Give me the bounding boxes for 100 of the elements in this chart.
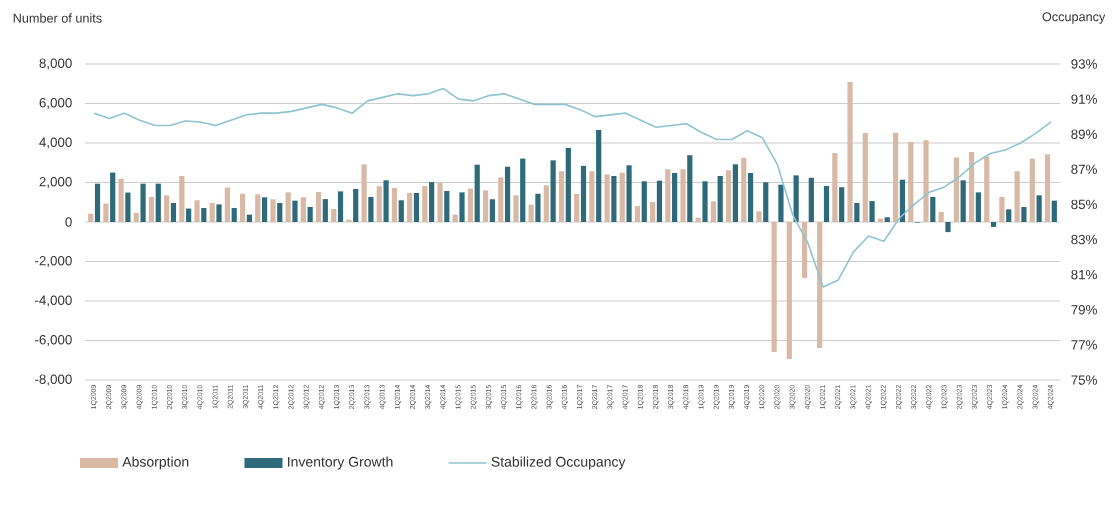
bar — [938, 211, 944, 222]
bar — [565, 147, 571, 222]
bar — [489, 199, 495, 222]
bar — [261, 197, 268, 222]
bar — [482, 190, 489, 222]
bar — [422, 186, 428, 222]
bar — [589, 171, 595, 222]
bar — [778, 184, 784, 222]
bar — [596, 129, 602, 222]
bar — [292, 200, 298, 222]
bar — [1014, 171, 1020, 222]
bar — [999, 196, 1005, 222]
legend-label: Absorption — [122, 456, 189, 470]
bar — [884, 217, 890, 222]
bar — [793, 175, 799, 222]
bar — [626, 165, 632, 222]
bar — [353, 189, 359, 222]
bar — [975, 192, 981, 222]
bar — [246, 214, 252, 222]
bar — [535, 193, 541, 222]
bar — [558, 171, 565, 222]
bar — [331, 208, 337, 222]
y-tick-label: 2,000 — [39, 176, 72, 188]
bar — [270, 199, 276, 222]
bar — [1044, 154, 1051, 222]
bar — [832, 153, 838, 222]
bar — [103, 203, 109, 222]
bar — [953, 157, 959, 222]
bar — [110, 172, 116, 222]
y-tick-label: 8,000 — [39, 58, 72, 70]
bar — [862, 132, 868, 222]
y2-tick-label: 91% — [1071, 94, 1097, 104]
bar — [990, 221, 997, 227]
bar — [656, 180, 663, 222]
y2-tick-label: 81% — [1071, 269, 1097, 280]
bar — [504, 166, 511, 222]
bar — [520, 158, 526, 222]
bar — [429, 182, 435, 222]
bar — [634, 205, 641, 222]
bar — [437, 183, 443, 222]
bar — [756, 211, 762, 222]
bar — [164, 195, 170, 222]
y-axis-title: Number of units — [13, 13, 102, 23]
bar — [604, 174, 610, 222]
bar — [285, 192, 291, 222]
bar — [611, 175, 617, 222]
y2-tick-label: 79% — [1071, 305, 1097, 315]
bar — [893, 132, 899, 222]
bar — [808, 177, 814, 222]
bar — [216, 204, 222, 222]
bar — [383, 180, 389, 222]
bar — [398, 200, 404, 222]
y-tick-label: -2,000 — [35, 255, 72, 268]
bar — [201, 207, 207, 222]
bar — [118, 178, 124, 222]
bar — [528, 204, 534, 222]
bar — [307, 206, 313, 222]
bar — [255, 194, 261, 222]
bar — [148, 196, 155, 222]
bar — [710, 201, 716, 222]
bar — [823, 186, 830, 222]
bar — [619, 172, 625, 222]
bar — [1029, 158, 1035, 222]
bar — [209, 203, 215, 222]
bar — [908, 142, 914, 222]
bar — [452, 214, 458, 222]
bar — [376, 186, 382, 222]
bar — [315, 191, 322, 222]
bar — [839, 187, 845, 222]
bar — [732, 164, 738, 222]
bar — [801, 221, 808, 279]
y2-tick-label: 83% — [1071, 234, 1097, 245]
bar — [194, 200, 200, 222]
bar — [361, 164, 367, 222]
y-tick-label: 6,000 — [39, 97, 72, 109]
bar — [717, 175, 723, 222]
y2-tick-label: 89% — [1071, 129, 1097, 139]
bar — [680, 169, 686, 222]
legend-label: Stabilized Occupancy — [491, 456, 626, 470]
bar — [984, 156, 990, 222]
y2-tick-label: 75% — [1071, 375, 1097, 385]
y2-tick-label: 93% — [1071, 59, 1097, 69]
bar — [474, 164, 480, 222]
bar — [665, 169, 671, 222]
bar — [322, 199, 328, 222]
bar — [687, 155, 693, 222]
bar — [580, 165, 587, 222]
bar — [968, 152, 975, 222]
bar — [368, 196, 374, 222]
bar — [413, 192, 420, 222]
bar — [930, 196, 936, 222]
bar — [133, 212, 139, 222]
bar — [725, 170, 732, 222]
bar — [88, 213, 94, 222]
bar — [467, 188, 473, 222]
bar — [854, 203, 860, 222]
bar — [763, 182, 769, 222]
legend-label: Inventory Growth — [288, 456, 393, 470]
bar — [960, 180, 966, 222]
bar — [923, 140, 929, 222]
